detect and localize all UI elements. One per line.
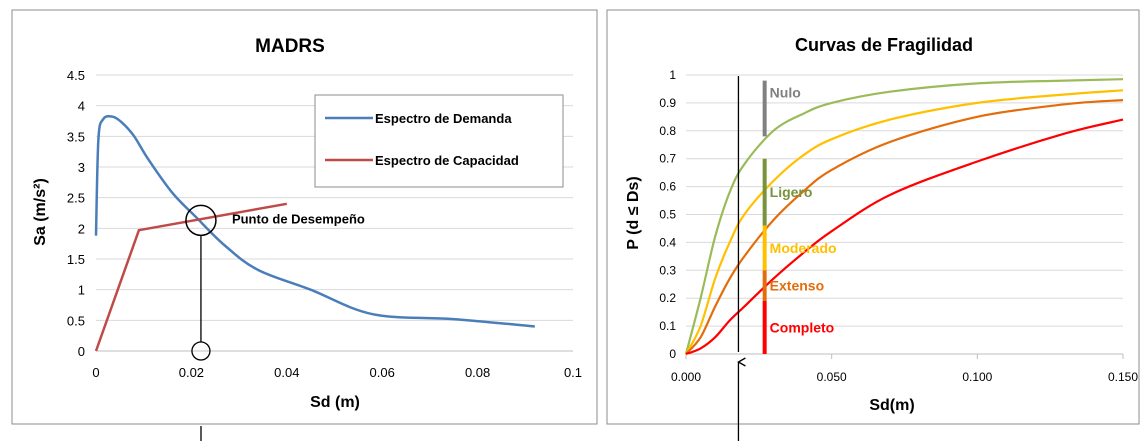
fragility-curve-2 <box>685 89 1124 355</box>
x-tick-label: 0 <box>92 365 99 380</box>
series-line-espectro-de-demanda <box>94 114 535 328</box>
performance-point-axis-marker <box>191 341 211 361</box>
fragility-curve-4 <box>685 118 1124 356</box>
y-tick-label: 0 <box>78 344 85 359</box>
x-tick-label: 0.150 <box>1108 370 1138 384</box>
legend-label-capacidad: Espectro de Capacidad <box>375 153 519 168</box>
legend-label-demanda: Espectro de Demanda <box>375 111 512 126</box>
y-tick-label: 0.4 <box>659 235 676 249</box>
madrs-series <box>94 114 535 352</box>
x-tick-label: 0.1 <box>564 365 582 380</box>
fragility-curve-3 <box>685 99 1124 355</box>
performance-point-label: Punto de Desempeño <box>232 211 365 226</box>
y-tick-label: 0 <box>669 347 676 361</box>
y-tick-label: 0.7 <box>659 152 676 166</box>
fragility-chart-frame <box>606 9 1140 425</box>
y-tick-label: 3 <box>78 160 85 175</box>
madrs-chart-frame <box>11 9 598 425</box>
madrs-x-tick-labels: 0 0.02 0.04 0.06 0.08 0.1 <box>92 365 582 380</box>
y-tick-label: 4.5 <box>67 68 85 83</box>
madrs-annotation-group: Punto de Desempeño <box>185 204 365 441</box>
fragility-gridlines <box>686 74 1123 355</box>
y-tick-label: 0.5 <box>659 208 676 222</box>
damage-state-label: Nulo <box>770 84 801 100</box>
fragility-curve-1 <box>684 78 1124 355</box>
y-tick-label: 0.6 <box>659 180 676 194</box>
madrs-chart-title: MADRS <box>255 36 325 57</box>
x-tick-label: 0.04 <box>274 365 299 380</box>
y-tick-label: 1.5 <box>67 252 85 267</box>
y-tick-label: 2 <box>78 221 85 236</box>
damage-state-label: Moderado <box>770 240 837 256</box>
y-tick-label: 0.9 <box>659 96 676 110</box>
x-tick-label: 0.100 <box>962 370 992 384</box>
x-tick-label: 0.06 <box>370 365 395 380</box>
x-tick-label: 0.000 <box>671 370 701 384</box>
madrs-legend: Espectro de Demanda Espectro de Capacida… <box>314 94 564 188</box>
y-tick-label: 0.1 <box>659 319 676 333</box>
madrs-y-axis-label: Sa (m/s²) <box>32 178 49 246</box>
y-tick-label: 3.5 <box>67 129 85 144</box>
y-tick-label: 4 <box>78 99 85 114</box>
damage-state-label: Completo <box>770 319 835 335</box>
y-tick-label: 1 <box>669 68 676 82</box>
damage-state-label: Extenso <box>770 278 824 294</box>
y-tick-label: 0.5 <box>67 313 85 328</box>
fragility-chart: Curvas de Fragilidad 0 0.1 0.2 0.3 0.4 0.5 0.6… <box>606 9 1140 441</box>
series-line-espectro-de-capacidad <box>94 202 288 352</box>
fragility-y-axis-label: P (d ≤ Ds) <box>625 176 642 249</box>
fragility-annotation-group: Nulo Ligero Moderado Extenso Completo <box>738 76 837 441</box>
y-tick-label: 0.2 <box>659 291 676 305</box>
madrs-y-tick-labels: 0 0.5 1 1.5 2 2.5 3 3.5 4 4.5 <box>67 68 85 359</box>
fragility-x-tick-labels: 0.000 0.050 0.100 0.150 <box>671 354 1138 384</box>
fragility-x-axis-label: Sd(m) <box>869 397 914 414</box>
madrs-chart: MADRS 0 0.5 1 1.5 2 2.5 3 3.5 4 4.5 0 0.02 0.04 0.06… <box>11 9 598 441</box>
y-tick-label: 0.3 <box>659 263 676 277</box>
fragility-y-tick-labels: 0 0.1 0.2 0.3 0.4 0.5 0.6 0.7 0.8 0.9 1 <box>659 68 676 361</box>
legend-box <box>314 94 564 188</box>
madrs-x-axis-label: Sd (m) <box>310 394 360 411</box>
y-tick-label: 1 <box>78 283 85 298</box>
fragility-chart-title: Curvas de Fragilidad <box>795 35 973 55</box>
x-tick-label: 0.08 <box>465 365 490 380</box>
y-tick-label: 2.5 <box>67 191 85 206</box>
y-tick-label: 0.8 <box>659 124 676 138</box>
x-tick-label: 0.02 <box>179 365 204 380</box>
damage-state-label: Ligero <box>770 184 813 200</box>
fragility-series <box>684 78 1124 356</box>
x-tick-label: 0.050 <box>817 370 847 384</box>
